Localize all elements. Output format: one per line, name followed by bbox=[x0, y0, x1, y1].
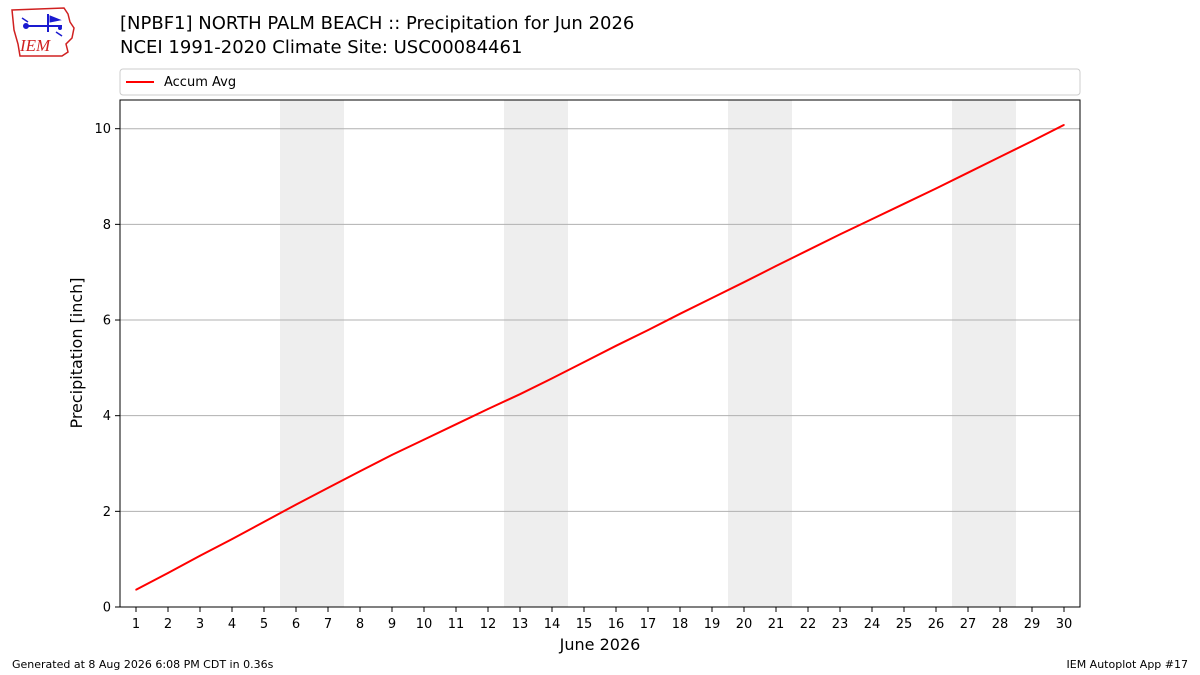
x-tick-label: 27 bbox=[960, 617, 977, 632]
data-point bbox=[967, 171, 969, 174]
data-point bbox=[263, 521, 265, 523]
data-point bbox=[807, 249, 809, 251]
x-tick-label: 26 bbox=[928, 617, 945, 632]
data-point bbox=[295, 503, 297, 506]
weekend-band-1 bbox=[280, 100, 344, 607]
weekend-band-3 bbox=[728, 100, 792, 607]
data-point bbox=[999, 156, 1001, 158]
x-tick-label: 30 bbox=[1056, 617, 1073, 632]
data-point bbox=[583, 361, 585, 363]
chart-title: [NPBF1] NORTH PALM BEACH :: Precipitatio… bbox=[120, 12, 634, 60]
data-point bbox=[391, 454, 393, 456]
x-tick-label: 10 bbox=[416, 617, 433, 632]
y-tick-label: 10 bbox=[94, 122, 111, 137]
footer-generated: Generated at 8 Aug 2026 6:08 PM CDT in 0… bbox=[12, 658, 274, 671]
data-point bbox=[711, 297, 713, 299]
x-tick-label: 22 bbox=[800, 617, 817, 632]
x-tick-label: 25 bbox=[896, 617, 913, 632]
y-tick-label: 0 bbox=[103, 601, 111, 616]
x-tick-label: 6 bbox=[292, 617, 300, 632]
plot-series bbox=[135, 124, 1065, 591]
x-tick-label: 23 bbox=[832, 617, 849, 632]
x-tick-label: 19 bbox=[704, 617, 721, 632]
y-tick-label: 2 bbox=[103, 505, 111, 520]
iowa-state-outline bbox=[11, 7, 75, 57]
x-tick-label: 28 bbox=[992, 617, 1009, 632]
data-point bbox=[743, 281, 745, 284]
y-tick-label: 6 bbox=[103, 314, 111, 329]
x-tick-label: 24 bbox=[864, 617, 881, 632]
x-tick-label: 9 bbox=[388, 617, 396, 632]
footer-app: IEM Autoplot App #17 bbox=[1066, 658, 1189, 671]
y-tick-label: 4 bbox=[103, 409, 111, 424]
x-tick-label: 20 bbox=[736, 617, 753, 632]
data-point bbox=[775, 265, 777, 267]
data-point bbox=[551, 377, 553, 380]
title-line-2: NCEI 1991-2020 Climate Site: USC00084461 bbox=[120, 37, 523, 58]
data-point bbox=[1063, 124, 1065, 126]
x-axis-label: June 2026 bbox=[559, 635, 641, 654]
data-point bbox=[1031, 140, 1033, 142]
data-point bbox=[455, 423, 457, 426]
data-point bbox=[359, 470, 361, 472]
data-point bbox=[487, 408, 489, 410]
x-tick-label: 18 bbox=[672, 617, 689, 632]
weather-station-icon bbox=[21, 14, 63, 37]
data-point bbox=[871, 218, 873, 220]
data-point bbox=[327, 487, 329, 489]
y-tick-label: 8 bbox=[103, 218, 111, 233]
x-tick-label: 16 bbox=[608, 617, 625, 632]
x-tick-label: 11 bbox=[448, 617, 465, 632]
x-axis-ticks: 1 2 3 4 5 6 7 8 9 10 11 12 13 14 15 16 17 18 19 20 21 22 23 24 2… bbox=[132, 607, 1072, 632]
data-point bbox=[199, 555, 201, 557]
weekend-band-4 bbox=[952, 100, 1016, 607]
y-axis-ticks: 0 2 4 6 8 10 bbox=[94, 122, 120, 616]
x-tick-label: 14 bbox=[544, 617, 561, 632]
y-axis-label: Precipitation [inch] bbox=[67, 277, 86, 428]
title-line-1: [NPBF1] NORTH PALM BEACH :: Precipitatio… bbox=[120, 13, 635, 34]
x-tick-label: 12 bbox=[480, 617, 497, 632]
legend-label-accum-avg: Accum Avg bbox=[164, 75, 236, 90]
legend: Accum Avg bbox=[119, 68, 1081, 96]
x-tick-label: 8 bbox=[356, 617, 364, 632]
data-point bbox=[135, 588, 137, 591]
x-tick-label: 4 bbox=[228, 617, 236, 632]
iem-logo-text: IEM bbox=[19, 36, 51, 55]
weekend-band-2 bbox=[504, 100, 568, 607]
x-tick-label: 2 bbox=[164, 617, 172, 632]
iem-logo: IEM bbox=[11, 7, 75, 57]
y-gridlines bbox=[120, 128, 1080, 608]
legend-box bbox=[119, 68, 1081, 96]
x-tick-label: 13 bbox=[512, 617, 529, 632]
x-tick-label: 5 bbox=[260, 617, 268, 632]
data-point bbox=[839, 233, 841, 236]
weekend-shading bbox=[280, 100, 1016, 607]
x-tick-label: 1 bbox=[132, 617, 140, 632]
data-point bbox=[679, 313, 681, 315]
x-tick-label: 21 bbox=[768, 617, 785, 632]
data-point bbox=[935, 187, 937, 190]
data-point bbox=[647, 329, 649, 331]
data-point bbox=[903, 202, 905, 205]
data-point bbox=[167, 572, 169, 574]
data-point bbox=[615, 345, 617, 347]
data-point bbox=[231, 538, 233, 540]
x-tick-label: 15 bbox=[576, 617, 593, 632]
x-tick-label: 29 bbox=[1024, 617, 1041, 632]
x-tick-label: 3 bbox=[196, 617, 204, 632]
data-point bbox=[423, 438, 425, 441]
series-line-accum-avg bbox=[135, 124, 1065, 591]
plot-frame bbox=[119, 99, 1081, 608]
x-tick-label: 7 bbox=[324, 617, 332, 632]
x-tick-label: 17 bbox=[640, 617, 657, 632]
data-point bbox=[519, 393, 521, 395]
